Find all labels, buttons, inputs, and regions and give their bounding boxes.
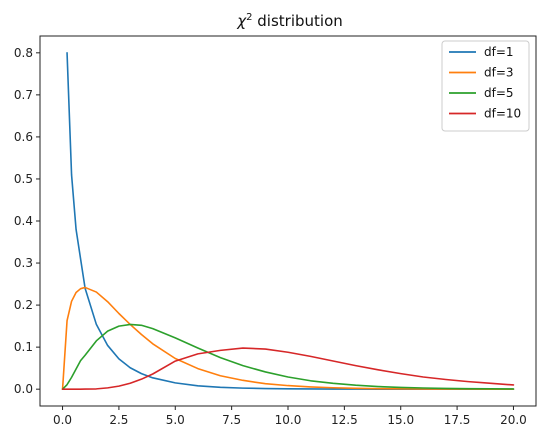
legend: df=1 df=3 df=5 df=10 (441, 40, 530, 132)
x-tick-label: 17.5 (444, 413, 471, 427)
chart-title-main: χ (236, 12, 247, 30)
chart-title-rest: distribution (253, 12, 343, 30)
y-tick-label: 0.3 (14, 256, 33, 270)
y-tick-label: 0.6 (14, 130, 33, 144)
x-tick-label: 20.0 (500, 413, 527, 427)
series-line-df-10 (61, 347, 515, 390)
y-tick-label: 0.2 (14, 298, 33, 312)
series-layer (61, 52, 515, 390)
y-tick-label: 0.4 (14, 214, 33, 228)
y-tick-label: 0.5 (14, 172, 33, 186)
x-tick-label: 5.0 (166, 413, 185, 427)
y-tick-label: 0.8 (14, 46, 33, 60)
x-tick-label: 0.0 (53, 413, 72, 427)
series-line-df-3 (61, 286, 515, 390)
y-tick-label: 0.7 (14, 88, 33, 102)
legend-label: df=5 (484, 86, 514, 100)
y-tick-label: 0.1 (14, 340, 33, 354)
legend-label: df=1 (484, 45, 514, 59)
x-tick-label: 12.5 (331, 413, 358, 427)
y-tick-label: 0.0 (14, 382, 33, 396)
x-axis: 0.0 2.5 5.0 7.5 10.0 12.5 15.0 17.5 20.0 (53, 406, 527, 427)
x-tick-label: 15.0 (387, 413, 414, 427)
y-axis: 0.0 0.1 0.2 0.3 0.4 0.5 0.6 0.7 0.8 (14, 46, 40, 396)
chart-title-superscript: 2 (246, 12, 252, 23)
x-tick-label: 7.5 (222, 413, 241, 427)
legend-box (441, 40, 530, 132)
chart-title: χ2 distribution (236, 12, 343, 30)
legend-label: df=3 (484, 66, 514, 80)
x-tick-label: 10.0 (275, 413, 302, 427)
legend-label: df=10 (484, 107, 521, 121)
x-tick-label: 2.5 (109, 413, 128, 427)
